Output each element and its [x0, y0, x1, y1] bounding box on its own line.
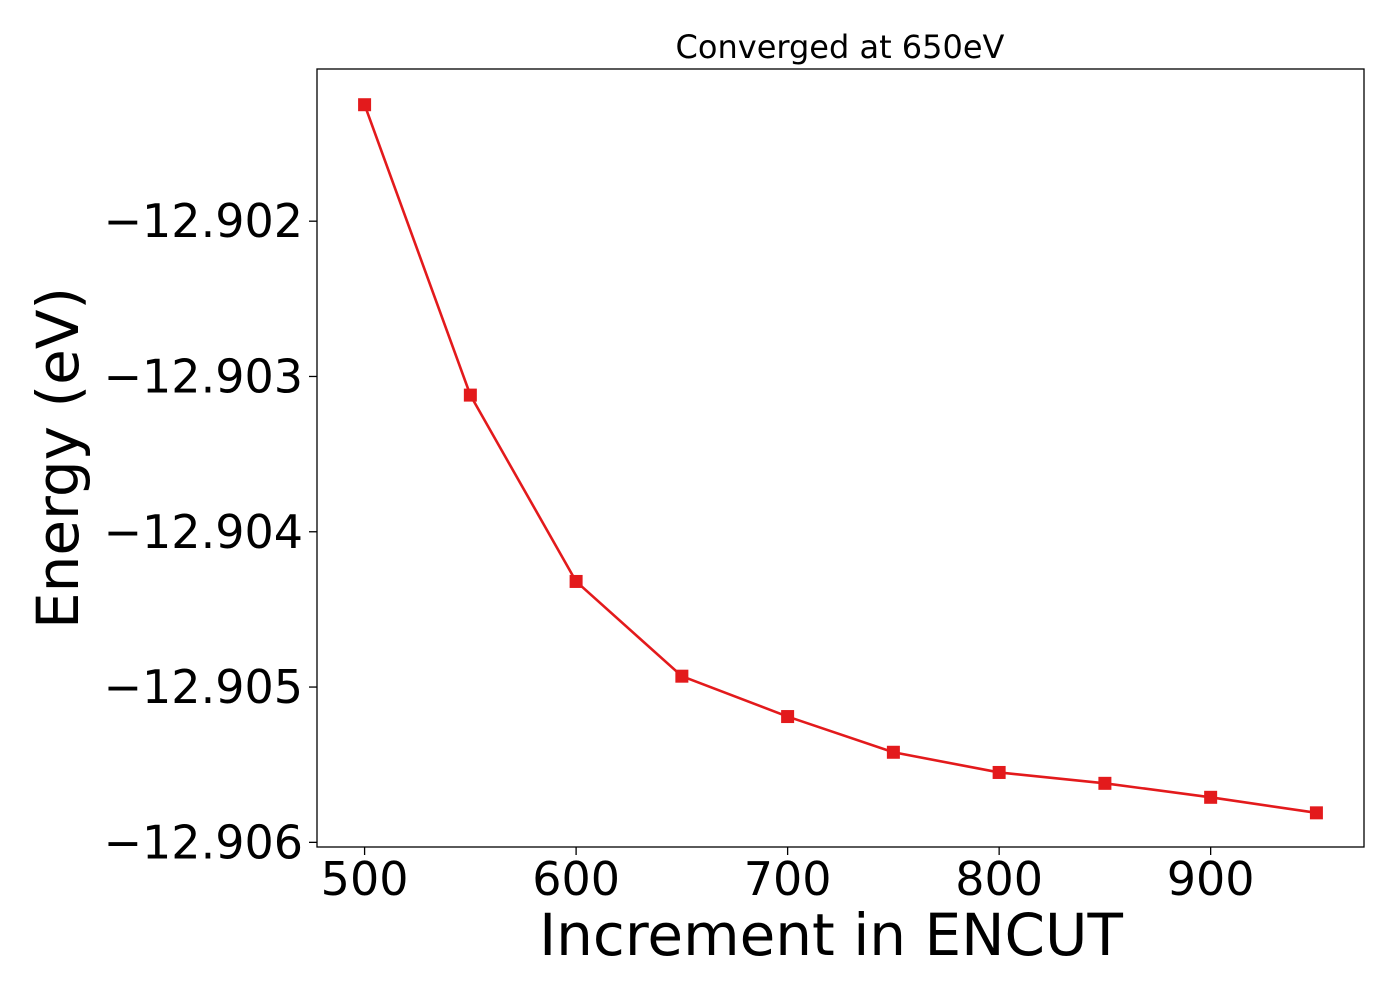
y-tick-label: −12.904: [104, 505, 304, 559]
data-point: [358, 98, 372, 112]
data-point: [1204, 790, 1218, 804]
chart-title: Converged at 650eV: [676, 28, 1005, 66]
x-axis: 500 600 700 800 900: [321, 847, 1255, 906]
data-point: [1098, 776, 1112, 790]
x-axis-title: Increment in ENCUT: [539, 901, 1123, 969]
y-tick-label: −12.902: [104, 194, 304, 248]
y-tick-label: −12.906: [104, 815, 304, 869]
x-tick-label: 900: [1167, 852, 1255, 906]
x-tick-label: 500: [321, 852, 409, 906]
data-point: [675, 669, 689, 683]
data-point: [992, 765, 1006, 779]
data-point: [781, 710, 795, 724]
series-layer: [358, 98, 1323, 820]
data-point: [569, 574, 583, 588]
data-point: [1309, 806, 1323, 820]
y-tick-label: −12.905: [104, 660, 304, 714]
data-point: [463, 388, 477, 402]
x-tick-label: 800: [955, 852, 1043, 906]
data-point: [886, 745, 900, 759]
x-tick-label: 700: [744, 852, 832, 906]
plot-area: [316, 68, 1365, 848]
y-axis-title: Energy (eV): [24, 287, 92, 629]
series-line: [363, 104, 1317, 815]
y-axis: −12.902 −12.903 −12.904 −12.905 −12.906: [104, 194, 317, 869]
x-tick-label: 600: [532, 852, 620, 906]
plot-frame: [316, 68, 1365, 848]
y-tick-label: −12.903: [104, 349, 304, 403]
